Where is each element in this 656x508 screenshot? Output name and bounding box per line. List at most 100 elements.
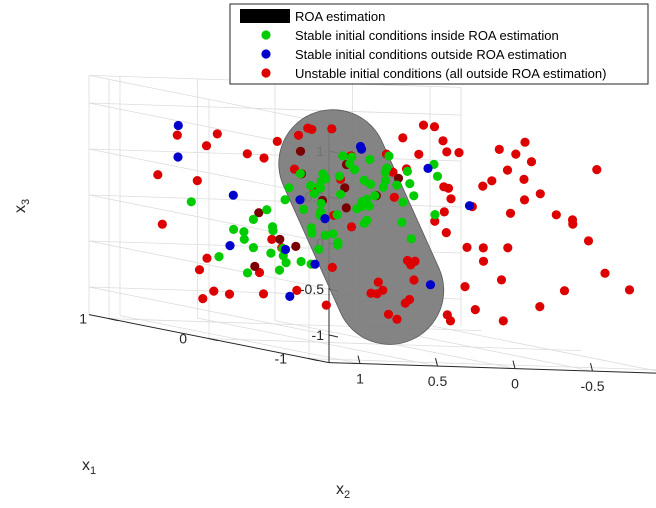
series-2-point-84 — [410, 256, 420, 266]
series-0-point-38 — [361, 194, 371, 204]
series-1-point-4 — [225, 241, 235, 251]
series-2-point-18 — [519, 195, 530, 205]
series-0-point-42 — [430, 210, 440, 220]
series-2-point-0 — [429, 122, 440, 132]
series-2-point-42 — [202, 253, 212, 263]
series-0-point-70 — [347, 152, 357, 162]
series-2-point-70 — [409, 275, 419, 285]
series-2-point-12 — [373, 277, 383, 287]
series-0-point-40 — [284, 183, 294, 193]
series-1-point-12 — [310, 259, 320, 269]
series-0-point-46 — [242, 268, 253, 278]
series-2-point-41 — [259, 153, 269, 163]
series-0-point-8 — [314, 244, 324, 254]
series-2-point-64 — [441, 228, 451, 238]
series-2-point-90 — [505, 208, 516, 218]
series-0-point-48 — [248, 243, 258, 253]
series-3-point-8 — [250, 261, 260, 271]
series-0-point-30 — [316, 207, 326, 217]
series-1-point-10 — [464, 201, 475, 211]
series-0-point-69 — [378, 182, 388, 192]
x1-tick-mark-1 — [208, 338, 219, 342]
series-2-point-80 — [321, 300, 331, 310]
data-points — [153, 120, 635, 326]
x3-tick-label-3: -0.5 — [300, 281, 324, 297]
x1-tick-label-0: 1 — [79, 311, 87, 327]
series-2-point-37 — [583, 236, 594, 246]
series-0-point-63 — [333, 240, 343, 250]
series-2-point-15 — [520, 137, 530, 147]
series-2-point-10 — [503, 243, 513, 253]
series-2-point-67 — [442, 147, 452, 157]
series-2-point-8 — [454, 148, 464, 158]
series-2-point-44 — [258, 289, 269, 299]
series-1-point-13 — [425, 280, 436, 290]
x2-axis-label: x2 — [336, 481, 350, 501]
series-3-point-5 — [340, 183, 350, 193]
series-2-point-78 — [293, 130, 304, 140]
series-1-point-11 — [355, 141, 366, 152]
series-2-point-43 — [153, 170, 163, 180]
series-2-point-24 — [511, 149, 521, 159]
series-2-point-61 — [327, 262, 337, 272]
x1-tick-label-1: 0 — [179, 331, 187, 347]
series-2-point-9 — [389, 192, 399, 202]
series-2-point-30 — [494, 144, 504, 154]
series-2-point-79 — [327, 124, 337, 134]
series-0-point-1 — [248, 214, 258, 224]
series-3-point-0 — [291, 241, 301, 251]
series-0-point-62 — [214, 252, 224, 262]
series-3-point-9 — [254, 208, 264, 218]
series-2-point-4 — [418, 120, 429, 130]
series-0-point-35 — [239, 234, 249, 244]
series-0-point-21 — [328, 229, 338, 239]
x1-tick-label-2: -1 — [275, 351, 288, 367]
series-2-point-33 — [478, 243, 488, 253]
x2-tick-mark-2 — [512, 360, 516, 369]
x2-tick-mark-1 — [435, 357, 438, 367]
series-0-point-44 — [432, 171, 443, 181]
series-0-point-50 — [397, 217, 407, 227]
x1-tick-mark-0 — [108, 318, 119, 322]
series-2-point-85 — [366, 288, 376, 298]
series-0-point-3 — [239, 227, 249, 237]
series-2-point-34 — [592, 165, 602, 175]
series-2-point-69 — [442, 310, 452, 320]
x2-tick-label-2: 0 — [511, 376, 519, 392]
series-0-point-41 — [365, 154, 375, 165]
series-0-point-0 — [186, 197, 196, 207]
series-0-point-43 — [370, 191, 380, 201]
series-0-point-31 — [405, 179, 415, 189]
series-0-point-15 — [318, 169, 328, 179]
x1-axis-label: x1 — [82, 457, 96, 477]
series-2-point-54 — [242, 149, 252, 159]
series-1-point-6 — [295, 195, 305, 205]
series-2-point-38 — [526, 157, 537, 167]
series-2-point-29 — [551, 210, 561, 220]
series-2-point-36 — [478, 181, 488, 191]
series-1-point-3 — [285, 291, 295, 301]
roa-estimation-region — [278, 109, 445, 345]
legend-entry-unstable-marker — [261, 68, 271, 78]
series-3-point-2 — [341, 203, 351, 213]
series-2-point-22 — [462, 242, 472, 252]
x2-tick-mark-0 — [357, 355, 361, 364]
series-2-point-31 — [600, 268, 610, 278]
legend-entry-roa-label: ROA estimation — [295, 9, 385, 24]
series-0-point-12 — [309, 189, 319, 199]
x2-tick-label-0: 1 — [356, 371, 364, 387]
series-2-point-21 — [519, 174, 529, 184]
series-2-point-87 — [496, 275, 507, 285]
series-2-point-45 — [201, 141, 212, 151]
series-2-point-16 — [478, 256, 489, 266]
series-2-point-59 — [292, 285, 302, 295]
x2-axis-label-sub: 2 — [344, 489, 350, 501]
series-2-point-13 — [487, 176, 497, 186]
legend-entry-unstable-label: Unstable initial conditions (all outside… — [295, 66, 606, 81]
roa-capsule — [278, 109, 445, 345]
x3-axis-label: x3 — [12, 199, 32, 213]
series-2-point-32 — [535, 189, 545, 199]
series-2-point-57 — [267, 234, 277, 244]
series-0-point-55 — [320, 230, 330, 240]
series-0-point-13 — [406, 234, 416, 244]
